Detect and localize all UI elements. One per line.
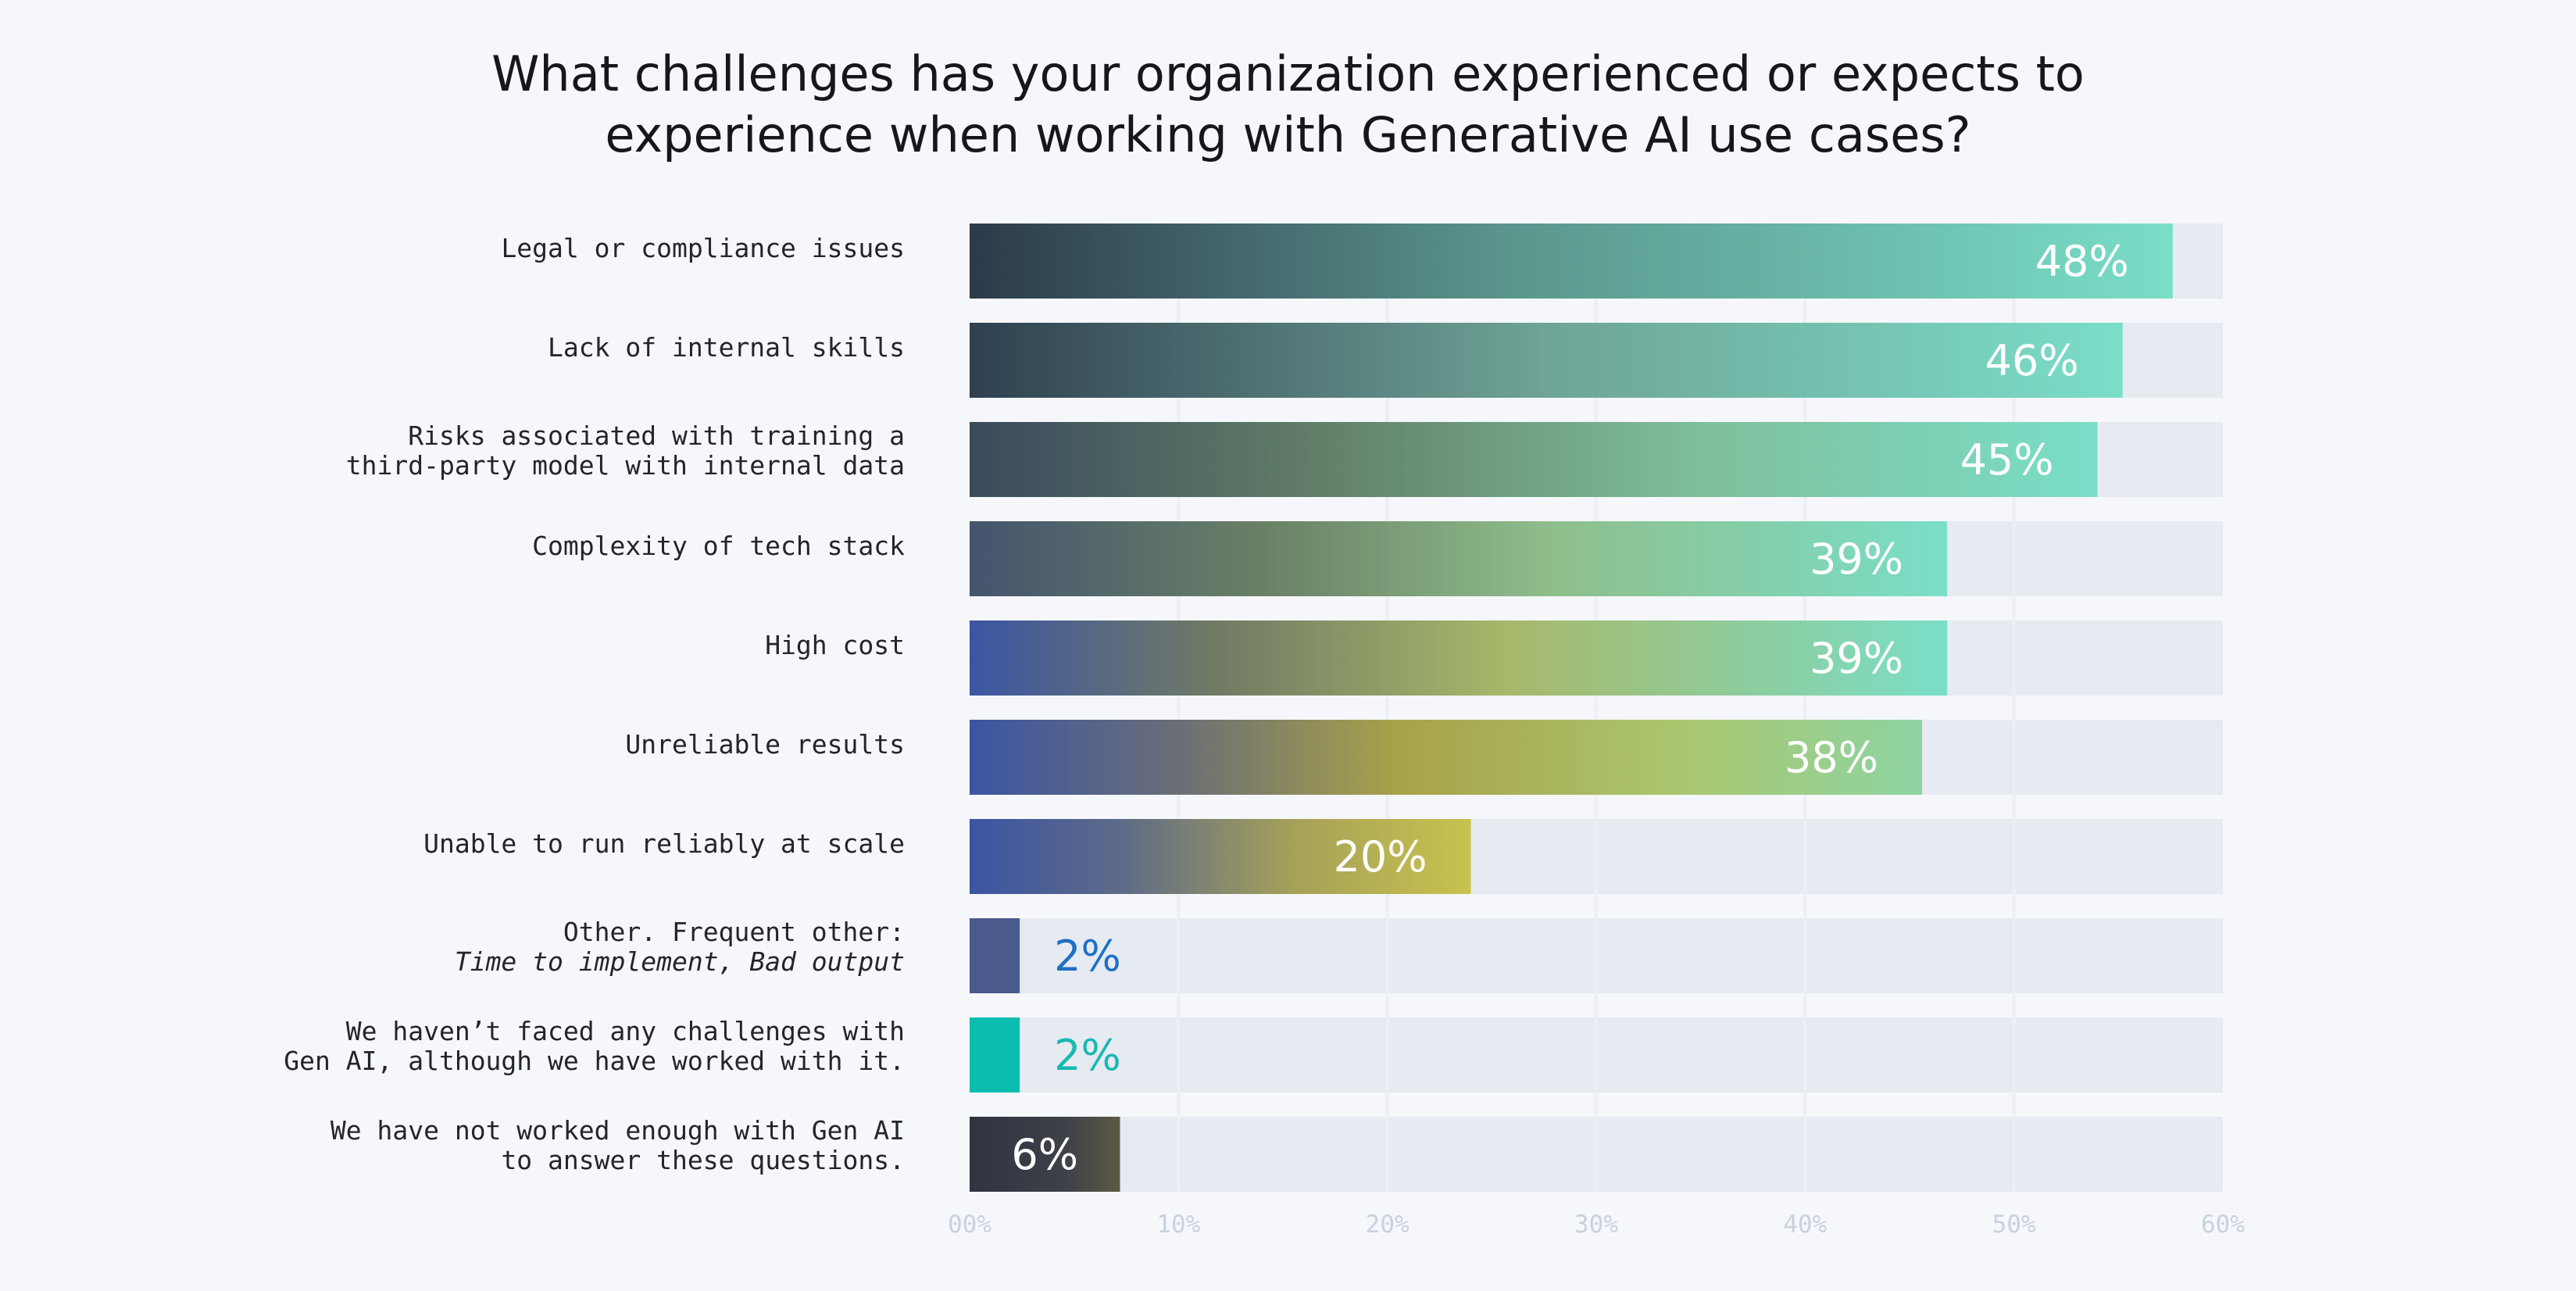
bar-value-label: 46%	[1985, 336, 2079, 385]
bar	[970, 323, 2123, 398]
category-label: Time to implement, Bad output	[455, 946, 905, 977]
bar-value-label: 48%	[2035, 237, 2129, 286]
category-label: to answer these questions.	[501, 1145, 905, 1175]
bars	[970, 224, 2173, 1192]
category-labels: Legal or compliance issues Lack of intern…	[284, 233, 905, 1175]
bar	[970, 224, 2173, 299]
bar-value-label: 20%	[1334, 832, 1427, 882]
category-label: We haven’t faced any challenges with	[346, 1016, 905, 1046]
bar-value-label: 2%	[1054, 1031, 1121, 1080]
x-tick-label: 40%	[1783, 1211, 1827, 1239]
category-label: We have not worked enough with Gen AI	[330, 1115, 905, 1146]
bar-value-label: 45%	[1960, 435, 2054, 485]
x-tick-label: 50%	[1992, 1211, 2036, 1239]
bar	[970, 1017, 1020, 1093]
category-label: High cost	[765, 630, 905, 660]
x-tick-label: 60%	[2201, 1211, 2245, 1239]
bar-value-label: 2%	[1054, 932, 1121, 981]
category-label: Unreliable results	[625, 729, 905, 760]
category-label: Other. Frequent other:	[563, 917, 905, 947]
grid-line	[1595, 224, 1598, 1192]
category-label: third-party model with internal data	[346, 450, 905, 481]
bar	[970, 620, 1948, 696]
bar	[970, 1117, 1120, 1192]
bar	[970, 422, 2098, 497]
bar	[970, 521, 1948, 596]
grid-line	[2012, 224, 2016, 1192]
category-label: Complexity of tech stack	[532, 531, 905, 561]
grid-line	[1177, 224, 1181, 1192]
grid-line	[1385, 224, 1389, 1192]
chart-title: What challenges has your organization ex…	[0, 44, 2576, 166]
chart-title-line-1: What challenges has your organization ex…	[491, 45, 2085, 102]
category-label: Risks associated with training a	[408, 420, 905, 451]
chart-title-line-2: experience when working with Generative …	[605, 106, 1971, 163]
x-tick-label: 30%	[1574, 1211, 1618, 1239]
bar	[970, 720, 1923, 795]
bar-value-label: 39%	[1810, 634, 1903, 683]
category-label: Gen AI, although we have worked with it.	[284, 1046, 905, 1076]
bar	[970, 819, 1471, 894]
grid-line	[1803, 224, 1807, 1192]
category-label: Unable to run reliably at scale	[423, 828, 905, 859]
grid-lines	[1177, 224, 2016, 1192]
value-labels: 48% 46% 45% 39% 39% 38% 20% 2% 2% 6%	[1011, 237, 2128, 1179]
bar-value-label: 39%	[1810, 535, 1903, 584]
x-tick-label: 20%	[1366, 1211, 1409, 1239]
x-axis-ticks: 00% 10% 20% 30% 40% 50% 60%	[948, 1211, 2245, 1239]
bar-value-label: 6%	[1011, 1130, 1078, 1179]
bar-value-label: 38%	[1785, 733, 1878, 782]
x-tick-label: 00%	[948, 1211, 991, 1239]
category-label: Legal or compliance issues	[501, 233, 905, 263]
category-label: Lack of internal skills	[548, 332, 905, 363]
x-tick-label: 10%	[1156, 1211, 1200, 1239]
bar	[970, 918, 1020, 993]
